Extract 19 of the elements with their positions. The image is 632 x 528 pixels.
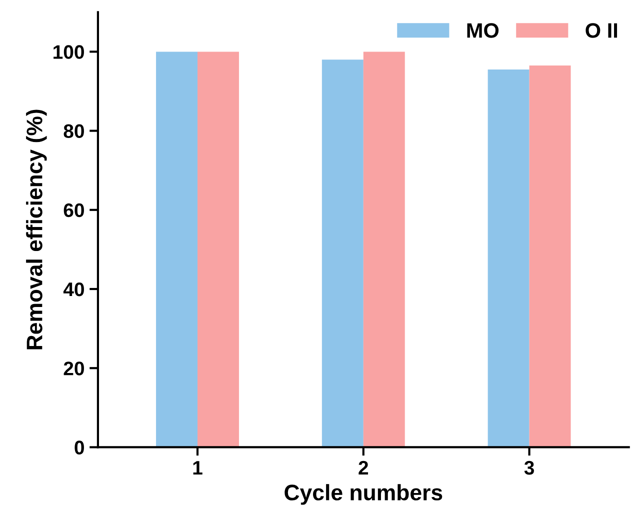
x-axis-title: Cycle numbers <box>284 484 442 505</box>
y-tick-label: 0 <box>74 440 84 454</box>
y-tick-label: 80 <box>64 124 84 138</box>
bar <box>156 52 198 448</box>
bar <box>363 52 405 448</box>
legend-label: MO <box>467 23 499 38</box>
y-tick-label: 20 <box>64 362 84 376</box>
bar <box>322 60 364 448</box>
bar <box>198 52 239 448</box>
y-tick-label: 100 <box>54 45 84 59</box>
y-axis-title: Removal efficiency (%) <box>26 110 47 350</box>
x-tick-label: 2 <box>358 460 368 474</box>
legend-label: O II <box>586 23 618 38</box>
bar <box>488 69 530 448</box>
x-tick-label: 3 <box>524 460 534 475</box>
y-tick-label: 60 <box>64 203 84 218</box>
bar <box>529 66 571 448</box>
y-tick-label: 40 <box>63 282 84 296</box>
x-tick-label: 1 <box>193 461 202 474</box>
